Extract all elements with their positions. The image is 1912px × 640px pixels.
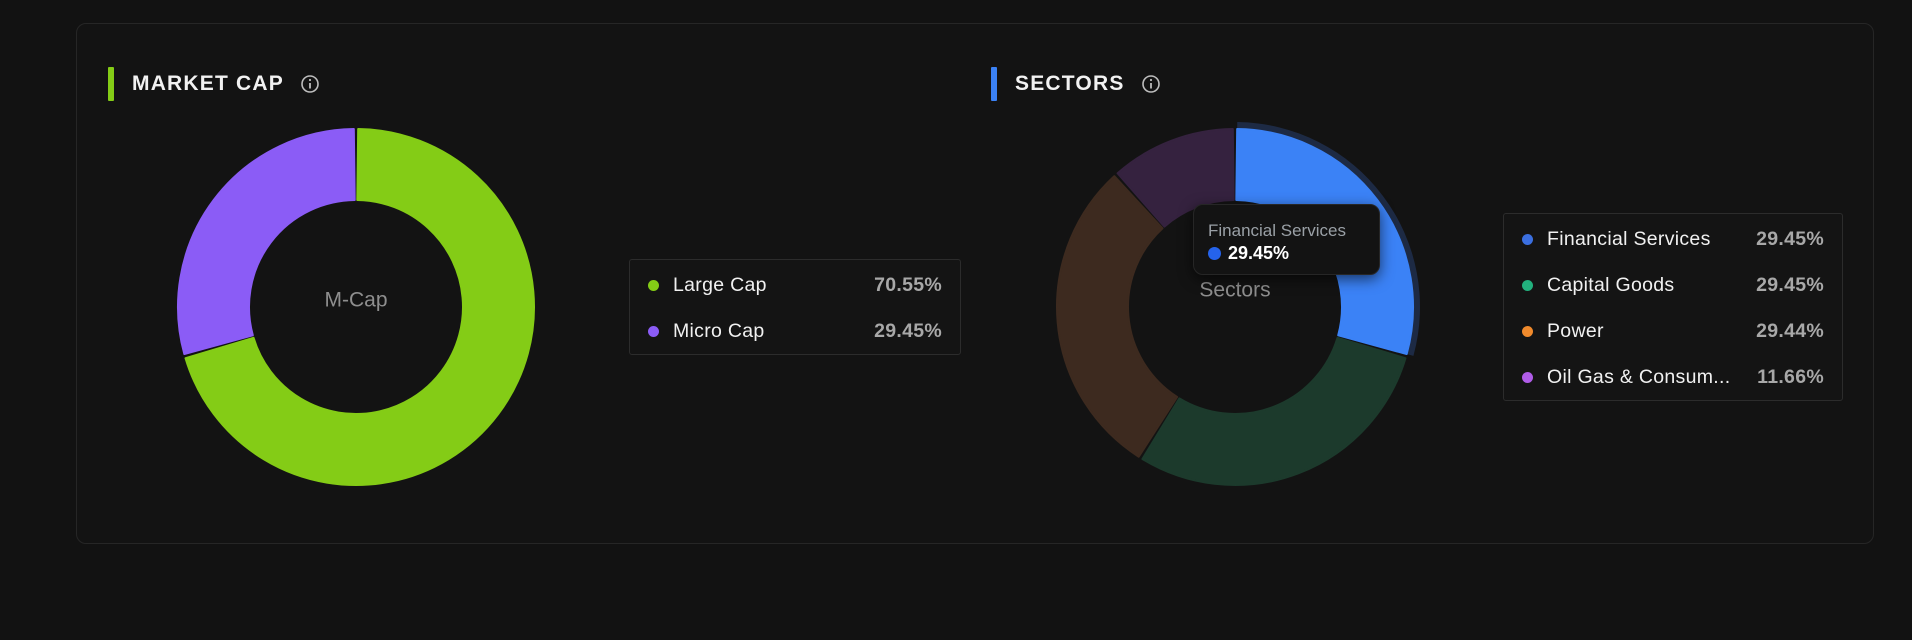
legend-label: Micro Cap <box>673 319 765 342</box>
donut-slice-oil-gas-consum[interactable] <box>1116 128 1235 228</box>
legend-value: 29.45% <box>1756 227 1824 250</box>
market-cap-title: MARKET CAP <box>132 72 284 95</box>
sectors-legend: Financial Services 29.45% Capital Goods … <box>1503 213 1843 401</box>
donut-slice-power[interactable] <box>1056 175 1179 458</box>
legend-value: 29.45% <box>874 319 942 342</box>
legend-item-power[interactable]: Power 29.44% <box>1522 308 1824 354</box>
legend-dot <box>1522 371 1533 383</box>
legend-item-micro-cap[interactable]: Micro Cap 29.45% <box>648 308 942 354</box>
market-cap-header: MARKET CAP <box>108 67 320 101</box>
legend-value: 70.55% <box>874 273 942 296</box>
market-cap-center-label: M-Cap <box>324 289 387 312</box>
legend-label: Power <box>1547 319 1604 342</box>
market-cap-legend: Large Cap 70.55% Micro Cap 29.45% <box>629 259 961 355</box>
market-cap-accent-bar <box>108 67 114 101</box>
sectors-center-label: Sectors <box>1199 279 1270 302</box>
sectors-tooltip: Financial Services 29.45% <box>1193 204 1380 275</box>
legend-label: Large Cap <box>673 273 767 296</box>
legend-item-financial-services[interactable]: Financial Services 29.45% <box>1522 216 1824 262</box>
legend-label: Capital Goods <box>1547 273 1675 296</box>
sectors-header: SECTORS <box>991 67 1161 101</box>
legend-item-capital-goods[interactable]: Capital Goods 29.45% <box>1522 262 1824 308</box>
legend-dot <box>1522 325 1533 337</box>
tooltip-value: 29.45% <box>1228 243 1290 263</box>
legend-value: 11.66% <box>1757 365 1824 388</box>
legend-dot <box>648 279 659 291</box>
sectors-accent-bar <box>991 67 997 101</box>
info-icon[interactable] <box>300 74 320 94</box>
legend-value: 29.44% <box>1756 319 1824 342</box>
legend-label: Oil Gas & Consum... <box>1547 365 1731 388</box>
info-icon[interactable] <box>1141 74 1161 94</box>
donut-slice-large-cap[interactable] <box>184 128 535 486</box>
legend-dot <box>1522 233 1533 245</box>
legend-item-large-cap[interactable]: Large Cap 70.55% <box>648 262 942 308</box>
tooltip-title: Financial Services <box>1208 221 1346 240</box>
legend-item-oil-gas[interactable]: Oil Gas & Consum... 11.66% <box>1522 354 1824 400</box>
donut-slice-capital-goods[interactable] <box>1141 336 1407 486</box>
market-cap-donut-chart: M-Cap <box>177 128 535 486</box>
legend-dot <box>648 325 659 337</box>
legend-dot <box>1522 279 1533 291</box>
sectors-title: SECTORS <box>1015 72 1125 95</box>
legend-value: 29.45% <box>1756 273 1824 296</box>
sectors-donut-chart: Sectors <box>1056 122 1420 486</box>
legend-label: Financial Services <box>1547 227 1711 250</box>
tooltip-dot <box>1208 247 1221 260</box>
donut-slice-micro-cap[interactable] <box>177 128 356 356</box>
